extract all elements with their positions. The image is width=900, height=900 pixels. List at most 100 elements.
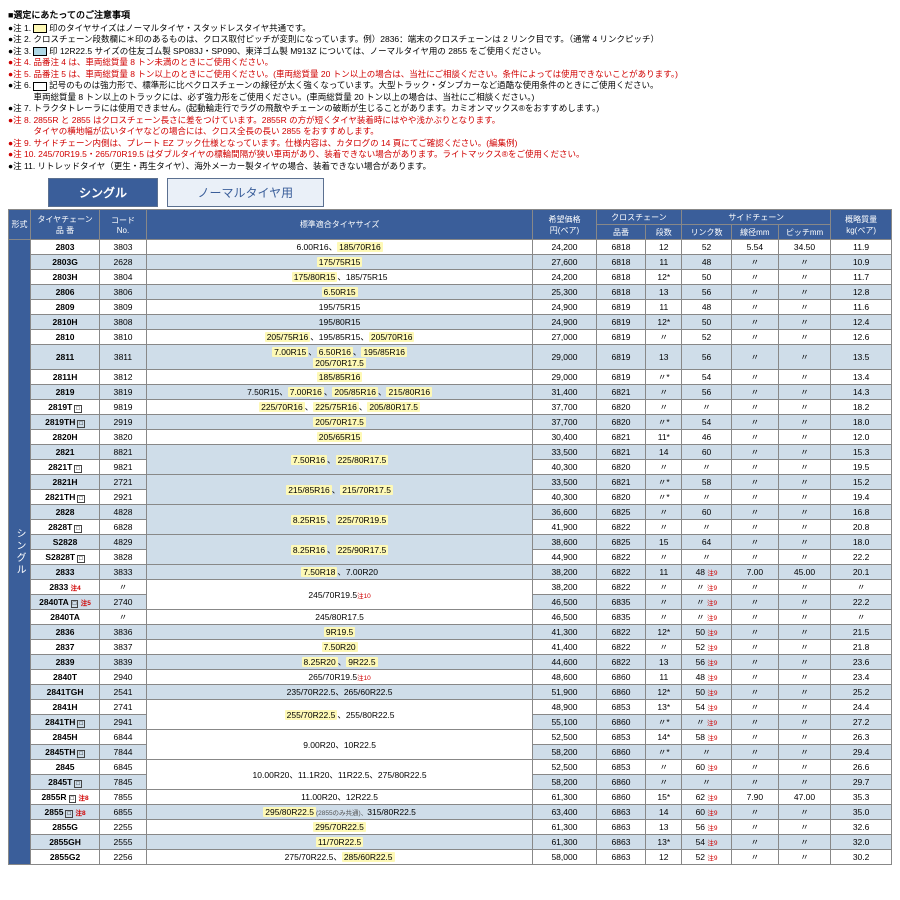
- cell-weight: 29.7: [831, 775, 892, 790]
- cell-side-links: 56 注9: [682, 655, 732, 670]
- cell-price: 38,200: [533, 565, 596, 580]
- cell-side-links: 〃: [682, 460, 732, 475]
- cell-side-dia: 〃: [731, 550, 778, 565]
- cell-weight: 18.2: [831, 400, 892, 415]
- table-row: 2855□ 注86855295/80R22.5(2855のみ共通)、315/80…: [9, 805, 892, 820]
- cell-side-dia: 〃: [731, 300, 778, 315]
- cell-side-dia: 〃: [731, 460, 778, 475]
- tab-single[interactable]: シングル: [48, 178, 158, 207]
- cell-code-no: 6845: [100, 760, 147, 775]
- cell-cross-part: 6835: [596, 595, 646, 610]
- table-row: 283738377.50R2041,4006822〃52 注9〃〃21.8: [9, 640, 892, 655]
- table-body: シングル280338036.00R16、185/70R1624,20068181…: [9, 240, 892, 865]
- cell-price: 40,300: [533, 490, 596, 505]
- cell-side-dia: 〃: [731, 835, 778, 850]
- note-line: ●注 9. サイドチェーン内側は、プレート EZ フック仕様となっています。仕様…: [8, 138, 892, 149]
- cell-side-links: 62 注9: [682, 790, 732, 805]
- cell-side-pitch: 〃: [778, 820, 830, 835]
- cell-cross-count: 〃: [646, 580, 682, 595]
- cell-side-links: 60: [682, 445, 732, 460]
- cell-price: 33,500: [533, 475, 596, 490]
- table-row: シングル280338036.00R16、185/70R1624,20068181…: [9, 240, 892, 255]
- table-row: 283638369R19.541,300682212*50 注9〃〃21.5: [9, 625, 892, 640]
- table-row: 28093809195/75R1524,90068191148〃〃11.6: [9, 300, 892, 315]
- tab-normal-tire[interactable]: ノーマルタイヤ用: [167, 178, 325, 207]
- cell-side-links: 48 注9: [682, 565, 732, 580]
- cell-side-links: 48: [682, 300, 732, 315]
- cell-side-dia: 〃: [731, 330, 778, 345]
- cell-side-links: 60 注9: [682, 805, 732, 820]
- cell-tire-size: 7.50R15、7.00R16、205/85R16、215/80R16: [146, 385, 532, 400]
- cell-side-dia: 〃: [731, 270, 778, 285]
- cell-code-no: 〃: [100, 610, 147, 625]
- cell-part-no: 2820H: [31, 430, 100, 445]
- cell-tire-size: 7.00R15、6.50R16、195/85R16205/70R17.5: [146, 345, 532, 370]
- cell-weight: 14.3: [831, 385, 892, 400]
- cell-price: 36,600: [533, 505, 596, 520]
- cell-side-dia: 〃: [731, 255, 778, 270]
- cell-side-pitch: 〃: [778, 640, 830, 655]
- cell-part-no: 2819TH□: [31, 415, 100, 430]
- table-row: 2833 注4〃245/70R19.5注1038,2006822〃〃 注9〃〃〃: [9, 580, 892, 595]
- cell-side-pitch: 〃: [778, 580, 830, 595]
- cell-weight: 13.4: [831, 370, 892, 385]
- cell-part-no: 2810H: [31, 315, 100, 330]
- cell-cross-part: 6819: [596, 330, 646, 345]
- cell-code-no: 3836: [100, 625, 147, 640]
- cell-cross-part: 6853: [596, 730, 646, 745]
- cell-tire-size: 175/80R15、185/75R15: [146, 270, 532, 285]
- cell-tire-size: 175/75R15: [146, 255, 532, 270]
- cell-side-pitch: 〃: [778, 715, 830, 730]
- cell-code-no: 3839: [100, 655, 147, 670]
- cell-cross-count: 〃*: [646, 745, 682, 760]
- cell-tire-size: 195/80R15: [146, 315, 532, 330]
- cell-cross-part: 6819: [596, 370, 646, 385]
- cell-side-pitch: 〃: [778, 255, 830, 270]
- cell-side-links: 60: [682, 505, 732, 520]
- table-row: 281938197.50R15、7.00R16、205/85R16、215/80…: [9, 385, 892, 400]
- cell-side-links: 54 注9: [682, 700, 732, 715]
- cell-cross-part: 6820: [596, 400, 646, 415]
- cell-side-pitch: 〃: [778, 625, 830, 640]
- cell-side-links: 〃: [682, 550, 732, 565]
- table-row: 283338337.50R18、7.00R2038,20068221148 注9…: [9, 565, 892, 580]
- table-header: 形式 タイヤチェーン品 番 コードNo. 標準適合タイヤサイズ 希望価格円(ペア…: [9, 210, 892, 240]
- cell-weight: 19.4: [831, 490, 892, 505]
- cell-price: 25,300: [533, 285, 596, 300]
- cell-side-dia: 〃: [731, 580, 778, 595]
- cell-side-dia: 〃: [731, 595, 778, 610]
- cell-weight: 10.9: [831, 255, 892, 270]
- cell-cross-part: 6860: [596, 775, 646, 790]
- cell-cross-part: 6821: [596, 475, 646, 490]
- cell-side-pitch: 〃: [778, 370, 830, 385]
- cell-price: 24,200: [533, 240, 596, 255]
- cell-side-dia: 〃: [731, 490, 778, 505]
- notes-block: ●注 1.印のタイヤサイズはノーマルタイヤ・スタッドレスタイヤ共通です。●注 2…: [8, 23, 892, 172]
- th-sc-pitch: ピッチmm: [778, 225, 830, 240]
- cell-code-no: 3810: [100, 330, 147, 345]
- cell-part-no: 2803H: [31, 270, 100, 285]
- cell-cross-count: 〃: [646, 640, 682, 655]
- cell-side-pitch: 〃: [778, 610, 830, 625]
- cell-part-no: 2819: [31, 385, 100, 400]
- cell-price: 30,400: [533, 430, 596, 445]
- cell-code-no: 9819: [100, 400, 147, 415]
- cell-price: 61,300: [533, 820, 596, 835]
- cell-side-dia: 〃: [731, 685, 778, 700]
- cell-weight: 18.0: [831, 535, 892, 550]
- cell-tire-size: 9R19.5: [146, 625, 532, 640]
- cell-cross-part: 6821: [596, 385, 646, 400]
- cell-side-pitch: 〃: [778, 445, 830, 460]
- th-cc-part: 品番: [596, 225, 646, 240]
- cell-cross-count: 13: [646, 345, 682, 370]
- cell-price: 29,000: [533, 370, 596, 385]
- cell-side-dia: 〃: [731, 715, 778, 730]
- cell-code-no: 3812: [100, 370, 147, 385]
- table-row: 2855G2255295/70R22.561,30068631356 注9〃〃3…: [9, 820, 892, 835]
- cell-tire-size: 7.50R20: [146, 640, 532, 655]
- cell-cross-count: 12*: [646, 625, 682, 640]
- cell-tire-size: 6.00R16、185/70R16: [146, 240, 532, 255]
- cell-side-pitch: 〃: [778, 730, 830, 745]
- cell-side-pitch: 〃: [778, 760, 830, 775]
- note-line: ●注 6.記号のものは強力形で、標準形に比べクロスチェーンの線径が太く強くなって…: [8, 80, 892, 103]
